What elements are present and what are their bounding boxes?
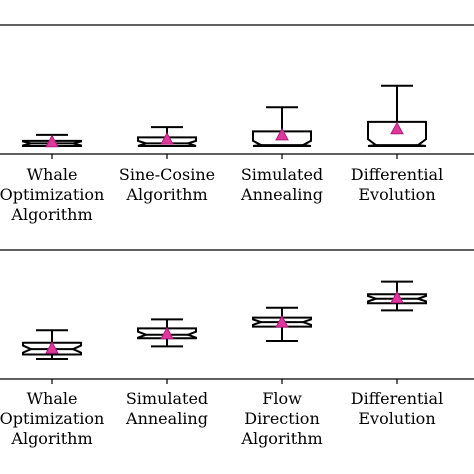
x-tick-label-line: Algorithm (10, 429, 92, 448)
x-tick-label-line: Algorithm (240, 429, 322, 448)
x-tick-label-line: Evolution (358, 409, 435, 428)
x-tick-label: Whale Optimization Algorithm (0, 389, 104, 448)
x-tick-label-line: Flow (262, 389, 302, 408)
x-tick-label: Flow Direction Algorithm (240, 389, 322, 448)
x-tick-label: Simulated Annealing (240, 165, 323, 204)
box-plot (22, 133, 82, 148)
x-tick-label-line: Algorithm (10, 205, 92, 224)
box-plot (367, 280, 427, 312)
x-tick-label-line: Sine-Cosine (119, 165, 215, 184)
mean-marker (275, 315, 289, 328)
x-tick-label: Sine-Cosine Algorithm (119, 165, 215, 204)
x-tick-label-line: Simulated (241, 165, 323, 184)
x-tick-label-line: Whale (27, 389, 78, 408)
box-plot (137, 126, 197, 147)
x-tick-label: Differential Evolution (351, 165, 443, 204)
x-tick-label-line: Annealing (240, 185, 323, 204)
x-tick-label-line: Differential (351, 165, 443, 184)
x-tick-label: Whale Optimization Algorithm (0, 165, 104, 224)
x-tick-label-line: Whale (27, 165, 78, 184)
x-tick-label-line: Optimization (0, 409, 104, 428)
x-tick-label-line: Optimization (0, 185, 104, 204)
x-tick-label-line: Algorithm (125, 185, 207, 204)
mean-marker (45, 134, 59, 148)
mean-marker (390, 290, 404, 304)
mean-marker (275, 127, 289, 141)
x-tick-label-line: Differential (351, 389, 443, 408)
box-plot (137, 318, 197, 348)
box-plot (252, 306, 312, 342)
mean-marker (45, 341, 59, 354)
box-plot (22, 329, 82, 360)
mean-marker (160, 326, 174, 340)
box-plot (252, 106, 312, 147)
x-tick-label: Differential Evolution (351, 389, 443, 428)
x-tick-label-line: Evolution (358, 185, 435, 204)
x-tick-label-line: Direction (244, 409, 320, 428)
mean-marker (160, 132, 174, 145)
x-tick-label-line: Simulated (126, 389, 208, 408)
x-tick-label: Simulated Annealing (125, 389, 208, 428)
x-tick-label-line: Annealing (125, 409, 208, 428)
box-plot (367, 84, 427, 147)
mean-marker (390, 121, 404, 135)
